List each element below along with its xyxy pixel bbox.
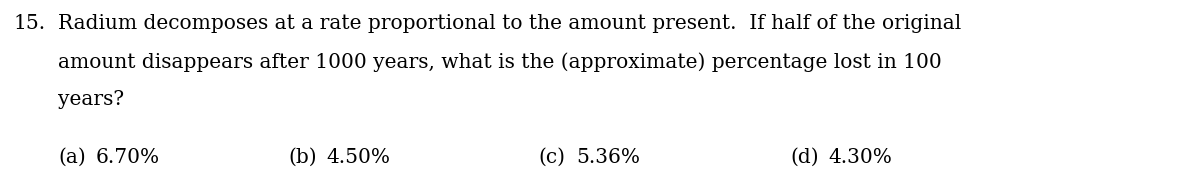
Text: 6.70%: 6.70%	[96, 148, 160, 167]
Text: years?: years?	[58, 90, 124, 109]
Text: (c): (c)	[538, 148, 565, 167]
Text: amount disappears after 1000 years, what is the (approximate) percentage lost in: amount disappears after 1000 years, what…	[58, 52, 942, 72]
Text: Radium decomposes at a rate proportional to the amount present.  If half of the : Radium decomposes at a rate proportional…	[58, 14, 961, 33]
Text: (a): (a)	[58, 148, 85, 167]
Text: 4.50%: 4.50%	[326, 148, 390, 167]
Text: (d): (d)	[790, 148, 818, 167]
Text: 15.: 15.	[14, 14, 46, 33]
Text: (b): (b)	[288, 148, 317, 167]
Text: 4.30%: 4.30%	[828, 148, 892, 167]
Text: 5.36%: 5.36%	[576, 148, 640, 167]
